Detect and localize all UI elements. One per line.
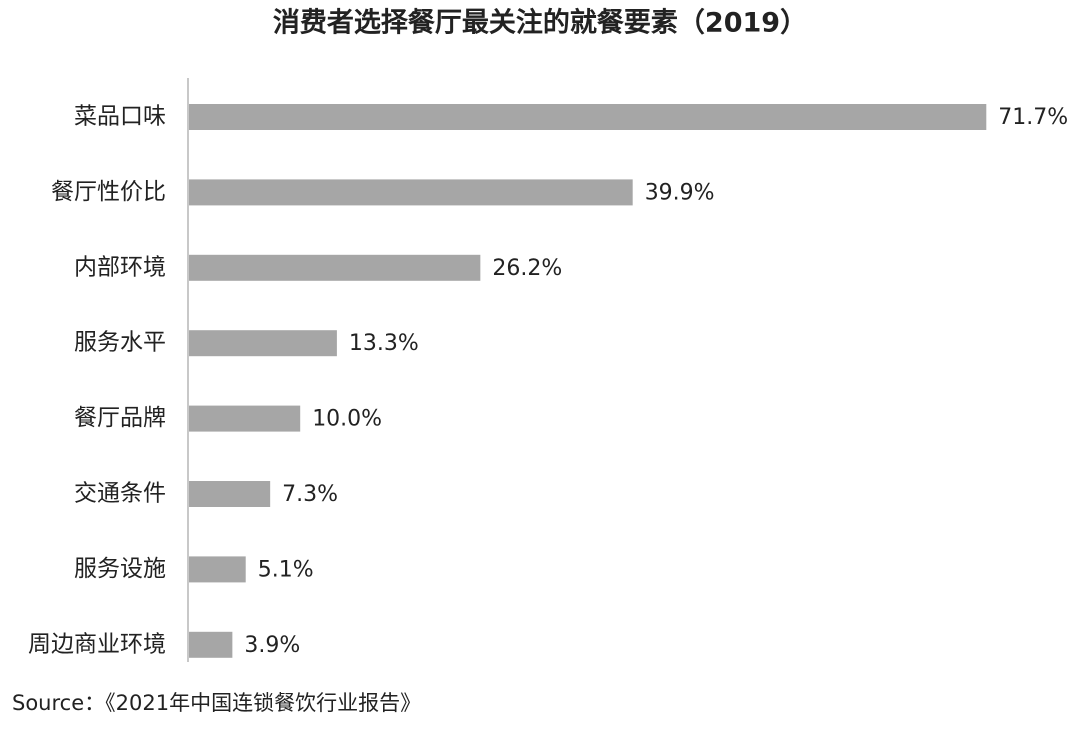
value-label: 39.9% — [645, 180, 715, 205]
category-label: 菜品口味 — [74, 104, 166, 130]
category-label: 服务设施 — [74, 556, 166, 582]
value-label: 10.0% — [312, 407, 382, 432]
bar — [189, 481, 271, 507]
category-label: 交通条件 — [74, 481, 166, 507]
bar — [189, 631, 233, 658]
bar — [189, 330, 337, 357]
value-label: 26.2% — [492, 256, 562, 281]
value-label: 13.3% — [349, 331, 419, 356]
bar — [189, 179, 633, 206]
chart-title: 消费者选择餐厅最关注的就餐要素（2019） — [273, 7, 807, 39]
value-label: 3.9% — [244, 633, 300, 658]
bar — [189, 405, 301, 432]
category-label: 餐厅品牌 — [74, 405, 166, 431]
category-label: 餐厅性价比 — [51, 179, 166, 205]
bar — [189, 556, 246, 583]
category-label: 服务水平 — [74, 330, 166, 356]
source: Source：《2021年中国连锁餐饮行业报告》 — [12, 691, 421, 715]
category-label: 内部环境 — [74, 254, 166, 280]
value-label: 7.3% — [282, 482, 338, 507]
value-label: 71.7% — [998, 105, 1068, 130]
bar — [189, 104, 987, 130]
category-label: 周边商业环境 — [28, 631, 166, 657]
bar — [189, 254, 481, 281]
value-label: 5.1% — [258, 557, 314, 582]
